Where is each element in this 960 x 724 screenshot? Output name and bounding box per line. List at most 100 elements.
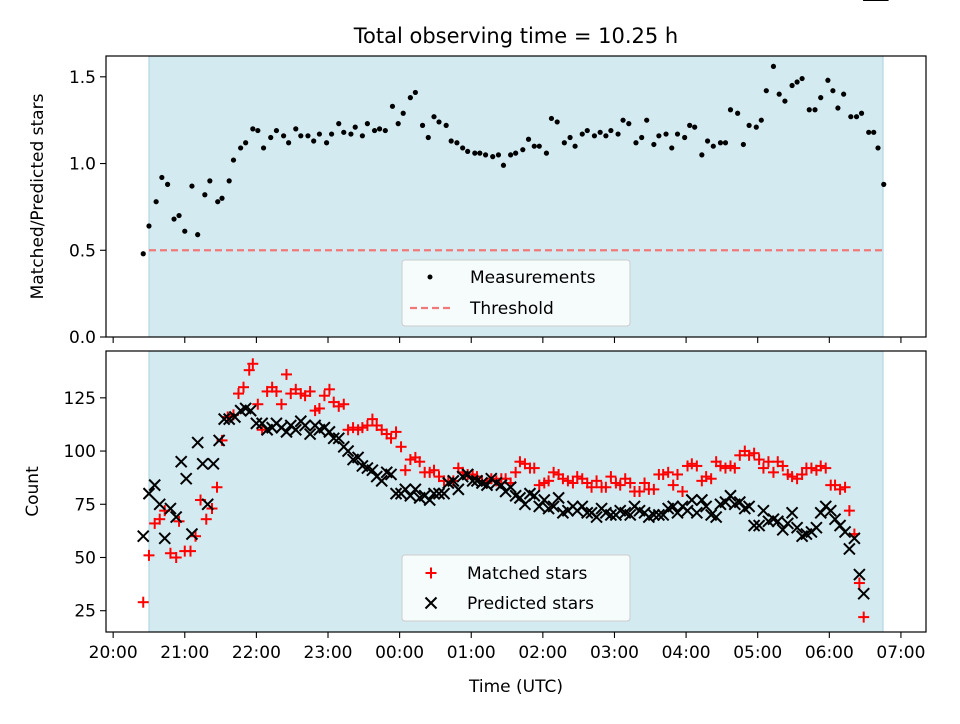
measurement-point [376,126,383,132]
predicted-star-point [742,500,756,513]
measurement-point [572,143,578,149]
measurement-point [364,121,370,127]
top-y-axis-label: Matched/Predicted stars [28,93,48,299]
bottom-xtick-label: 21:00 [160,643,209,663]
predicted-star-point [853,568,866,581]
predicted-star-point [681,504,694,517]
predicted-star-point [164,502,177,515]
measurement-point [226,178,232,184]
measurement-point [195,232,201,238]
measurement-point [825,77,831,83]
measurement-point [699,152,705,158]
matched-star-point [154,513,166,525]
bottom-y-axis-label: Count [23,466,43,517]
measurement-point [348,131,354,137]
bottom-xtick-label: 20:00 [89,643,138,663]
predicted-star-point [196,457,209,471]
matched-star-point [671,468,683,480]
measurement-point [722,140,729,146]
measurement-point [477,150,483,156]
measurement-point [758,117,764,123]
legend-measurements-marker [427,274,433,280]
measurement-point [513,150,519,156]
matched-star-point [753,454,765,466]
measurement-point [740,141,746,148]
measurement-point [341,129,347,135]
predicted-star-point [652,508,666,522]
predicted-star-point [857,587,870,600]
measurement-point [260,145,267,151]
measurement-point [674,131,681,137]
matched-star-point [667,479,679,491]
measurement-point [520,147,526,153]
matched-star-point [700,471,712,483]
matched-star-point [232,388,244,400]
bottom-xtick-label: 00:00 [375,643,424,663]
matched-star-point [528,462,540,474]
measurement-point [425,134,431,141]
predicted-star-point [423,493,436,507]
predicted-star-point [624,508,637,522]
matched-star-point [270,385,282,397]
measurement-point [207,178,213,184]
measurement-point [389,103,396,109]
measurement-point [776,91,782,97]
measurement-point [866,129,872,135]
bottom-legend-box [401,554,631,622]
predicted-star-point [250,417,263,430]
measurement-point [603,133,609,139]
predicted-star-point [528,489,541,502]
predicted-star-point [327,432,340,445]
measurement-point [311,138,317,144]
matched-star-point [366,413,378,425]
matched-star-point [714,460,726,472]
measurement-point [615,131,621,137]
matched-star-point [743,449,755,461]
measurement-point [490,154,496,160]
measurement-point [597,129,603,135]
matched-star-point [323,383,335,395]
top-ytick-label: 1.5 [69,68,96,88]
bottom-ytick-label: 100 [64,442,96,462]
measurement-point [806,107,812,113]
measurement-point [782,98,788,104]
measurement-point [407,95,413,101]
measurement-point [591,133,598,139]
measurement-point [818,95,824,101]
measurement-point [182,228,188,234]
matched-star-point [385,432,397,444]
measurement-point [436,119,442,125]
legend-measurements-label: Measurements [470,268,596,288]
matched-star-point [361,420,373,432]
measurement-point [651,141,657,148]
measurement-point [140,251,146,257]
matched-star-point [624,477,636,489]
matched-star-point [820,462,832,474]
bottom-xtick-label: 02:00 [518,643,567,663]
measurement-point [536,143,542,149]
predicted-star-point [375,474,388,488]
matched-star-point [543,475,555,487]
measurement-point [328,131,335,137]
matched-star-point [428,464,440,476]
matched-star-point [567,477,579,489]
predicted-star-point [848,532,861,545]
predicted-star-point [466,474,479,488]
predicted-star-point [212,434,226,447]
matched-star-point [767,466,779,478]
top-ytick-label: 0.5 [69,241,96,261]
measurement-point [482,152,489,158]
matched-star-point [657,468,669,480]
count-panel: 25 50 75 100 125 20:00 21:00 22:00 23:00 00:00 01… [23,0,927,697]
measurement-point [548,115,555,122]
predicted-star-point [289,423,302,436]
measurement-point [443,122,449,128]
predicted-star-point [495,478,508,492]
matched-star-point [238,381,250,393]
measurement-point [189,183,195,189]
measurement-point [525,136,532,142]
measurement-point [746,122,752,128]
matched-star-point [662,466,674,478]
legend-matched-marker [425,567,437,579]
measurement-point [554,119,560,125]
